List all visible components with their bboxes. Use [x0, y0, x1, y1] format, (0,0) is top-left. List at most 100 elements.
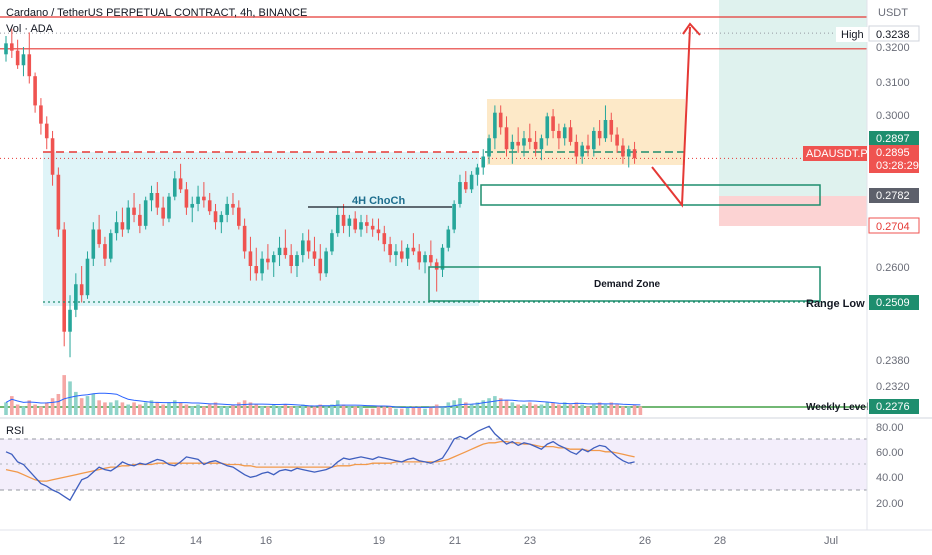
volume-bar	[21, 406, 26, 415]
candle-body	[301, 240, 305, 256]
volume-bar	[528, 402, 532, 415]
candle-body	[225, 203, 229, 215]
candle-body	[551, 116, 555, 131]
volume-bar	[283, 404, 288, 415]
volume-bar	[184, 404, 189, 415]
candle-body	[353, 218, 357, 230]
high-tag: 0.3238	[876, 29, 910, 41]
candle-body	[545, 116, 550, 139]
volume-bar	[493, 396, 497, 415]
high-label: High	[841, 29, 864, 41]
candle-body	[202, 196, 206, 201]
tp-tag-box	[869, 131, 919, 146]
candle-body	[458, 182, 462, 204]
volume-bar	[469, 404, 474, 415]
volume-bar	[225, 406, 229, 415]
volume-bar	[551, 402, 555, 415]
volume-bar	[586, 406, 590, 415]
volume-bar	[481, 400, 486, 415]
volume-bar	[56, 394, 61, 415]
chart-title: Cardano / TetherUS PERPETUAL CONTRACT, 4…	[6, 7, 307, 19]
candle-body	[574, 141, 579, 157]
projection-arrow	[651, 26, 691, 208]
time-tick-label: 28	[714, 535, 726, 547]
candle-body	[248, 251, 253, 266]
time-tick-label: 12	[113, 535, 125, 547]
candle-body	[411, 247, 416, 252]
candle-body	[271, 255, 276, 263]
weekly-level-label: Weekly Level	[806, 402, 869, 413]
volume-bar	[219, 406, 224, 415]
volume-bar	[4, 402, 8, 415]
volume-bar	[498, 398, 503, 415]
volume-bar	[207, 404, 212, 415]
candle-body	[178, 178, 183, 190]
volume-bar	[370, 408, 375, 415]
candle-body	[539, 138, 544, 150]
time-tick-label: 16	[260, 535, 272, 547]
time-tick-label: 26	[639, 535, 651, 547]
candle-body	[161, 207, 165, 219]
candle-body	[347, 218, 352, 226]
volume-bar	[452, 400, 456, 415]
volume-bar	[539, 404, 544, 415]
candle-body	[260, 258, 264, 274]
candle-body	[91, 229, 96, 259]
candle-body	[143, 200, 148, 226]
volume-bar	[463, 402, 468, 415]
volume-bar	[458, 398, 462, 415]
choch-label: 4H ChoCh	[352, 195, 405, 207]
candle-body	[586, 145, 590, 150]
candle-body	[463, 182, 468, 190]
candle-body	[33, 76, 37, 106]
candle-body	[50, 138, 55, 175]
candle-body	[4, 43, 8, 55]
rsi-line	[5, 425, 635, 502]
volume-bar	[149, 400, 154, 415]
volume-bar	[44, 402, 49, 415]
candle-body	[15, 50, 20, 66]
candle-body	[452, 203, 456, 230]
candle-body	[603, 120, 608, 139]
candle-body	[365, 222, 369, 226]
volume-bar	[324, 406, 328, 415]
volume-bar	[202, 406, 206, 415]
range-low-tag-box	[869, 295, 919, 310]
volume-bar	[609, 402, 614, 415]
volume-bar	[248, 402, 253, 415]
volume-bar	[242, 400, 247, 415]
volume-bar	[411, 406, 416, 415]
volume-bar	[376, 406, 381, 415]
candle-body	[254, 266, 259, 274]
candle-body	[423, 255, 427, 263]
candle-body	[231, 203, 235, 208]
volume-bar	[621, 406, 625, 415]
volume-bar	[335, 400, 340, 415]
candle-body	[27, 54, 32, 77]
volume-bar	[597, 402, 602, 415]
volume-bar	[365, 408, 369, 415]
candle-body	[405, 247, 410, 259]
candle-body	[306, 240, 311, 252]
volume-bar	[79, 398, 84, 415]
volume-bar	[417, 406, 422, 415]
candle-body	[376, 229, 381, 234]
volume-bar	[440, 406, 445, 415]
volume-bar	[126, 404, 131, 415]
range-low-tag: 0.2509	[876, 297, 910, 309]
price-tick-label: 0.2320	[876, 381, 910, 393]
entry-tag-box	[869, 188, 919, 203]
volume-bar	[399, 408, 404, 415]
volume-bar	[143, 402, 148, 415]
candle-body	[242, 225, 247, 252]
time-tick-label: 14	[190, 535, 202, 547]
candle-body	[318, 258, 323, 274]
weekly-tag: 0.2276	[876, 401, 910, 413]
price-tick-label: 0.3000	[876, 110, 910, 122]
volume-bar	[382, 406, 387, 415]
consolidation-box	[487, 99, 685, 165]
candle-body	[44, 123, 49, 139]
volume-bar	[446, 402, 451, 415]
